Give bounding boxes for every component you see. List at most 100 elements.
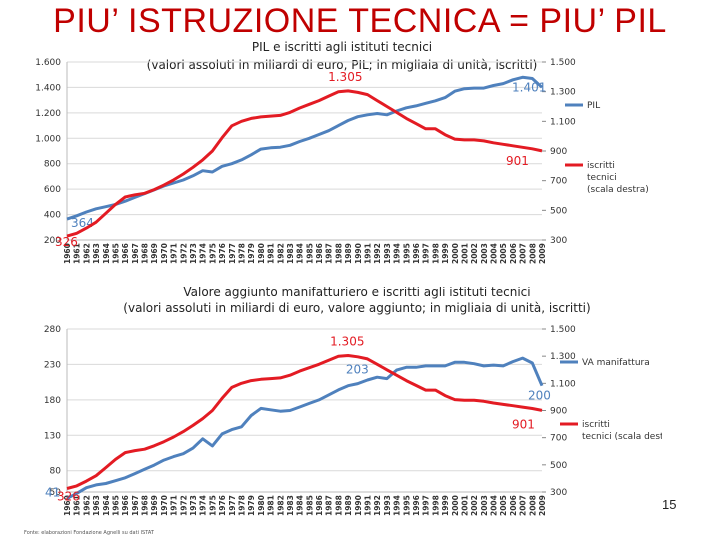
- y-tick-right: 1.300: [550, 88, 576, 98]
- x-tick-label: 1970: [160, 243, 169, 264]
- legend-entry: VA manifattura: [582, 358, 650, 368]
- y-tick-left: 600: [44, 185, 61, 195]
- y-tick-right: 1.500: [550, 325, 576, 335]
- y-tick-right: 500: [550, 461, 567, 471]
- x-tick-label: 1969: [150, 243, 159, 264]
- x-tick-label: 1966: [121, 243, 130, 264]
- x-tick-label: 1989: [344, 243, 353, 264]
- legend-entry-line: iscritti: [582, 420, 610, 430]
- x-tick-label: 1990: [354, 495, 363, 516]
- x-tick-label: 1971: [170, 495, 179, 516]
- y-tick-left: 200: [44, 236, 61, 246]
- x-tick-label: 1992: [373, 243, 382, 264]
- x-tick-label: 2009: [538, 495, 547, 516]
- x-tick-label: 2006: [509, 243, 518, 264]
- legend-entry-line: (scala destra): [587, 185, 649, 195]
- x-tick-label: 2000: [451, 243, 460, 264]
- x-tick-label: 1974: [199, 495, 208, 516]
- x-tick-label: 1999: [441, 243, 450, 264]
- x-tick-label: 1969: [150, 495, 159, 516]
- legend-entry: PIL: [587, 101, 600, 111]
- x-tick-label: 1998: [431, 495, 440, 516]
- x-tick-label: 1962: [82, 495, 91, 516]
- y-tick-left: 1.600: [35, 58, 61, 68]
- x-tick-label: 1975: [208, 243, 217, 264]
- x-tick-label: 1985: [305, 495, 314, 516]
- chart-title: Valore aggiunto manifatturiero e iscritt…: [183, 287, 530, 299]
- x-tick-label: 1987: [325, 495, 334, 516]
- page-number: 15: [662, 497, 677, 512]
- chart-manufacturing-vs-enrolled: Valore aggiunto manifatturiero e iscritt…: [22, 287, 662, 537]
- x-tick-label: 1988: [334, 243, 343, 264]
- y-tick-left: 280: [44, 325, 61, 335]
- legend-entry-line: tecnici: [587, 173, 617, 183]
- legend-entry-line: iscritti: [587, 161, 615, 171]
- x-tick-label: 2001: [460, 243, 469, 264]
- y-tick-right: 1.100: [550, 379, 576, 389]
- x-tick-label: 1965: [111, 243, 120, 264]
- x-tick-label: 1979: [247, 243, 256, 264]
- y-tick-left: 1.400: [35, 83, 61, 93]
- x-tick-label: 2005: [499, 243, 508, 264]
- y-tick-right: 1.300: [550, 352, 576, 362]
- x-tick-label: 1976: [218, 243, 227, 264]
- y-tick-left: 180: [44, 396, 61, 406]
- x-tick-label: 1961: [73, 495, 82, 516]
- data-label: 1.401: [512, 80, 546, 94]
- chart-gdp-vs-enrolled: PIL e iscritti agli istituti tecnici (val…: [22, 40, 662, 285]
- x-tick-label: 1965: [111, 495, 120, 516]
- x-tick-label: 2006: [509, 495, 518, 516]
- x-tick-label: 1977: [228, 243, 237, 264]
- x-tick-label: 2008: [528, 243, 537, 264]
- x-tick-label: 1975: [208, 495, 217, 516]
- x-tick-label: 1963: [92, 243, 101, 264]
- x-tick-label: 1984: [296, 243, 305, 264]
- x-tick-label: 1996: [412, 495, 421, 516]
- x-tick-label: 1964: [102, 495, 111, 516]
- legend-entry-line: VA manifattura: [582, 358, 650, 368]
- x-tick-label: 2007: [519, 243, 528, 264]
- x-tick-label: 1984: [296, 495, 305, 516]
- y-tick-right: 500: [550, 206, 567, 216]
- x-tick-label: 2000: [451, 495, 460, 516]
- x-tick-label: 2003: [480, 495, 489, 516]
- series-line-enrolled: [66, 354, 543, 490]
- x-tick-label: 1968: [141, 243, 150, 264]
- x-tick-label: 1981: [267, 243, 276, 264]
- x-tick-label: 1964: [102, 243, 111, 264]
- x-tick-label: 1966: [121, 495, 130, 516]
- x-tick-label: 1962: [82, 243, 91, 264]
- x-tick-label: 1978: [237, 243, 246, 264]
- series-line-left: [66, 356, 544, 500]
- x-tick-label: 1970: [160, 495, 169, 516]
- x-tick-label: 1995: [402, 495, 411, 516]
- x-tick-label: 1999: [441, 495, 450, 516]
- x-tick-label: 1992: [373, 495, 382, 516]
- x-tick-label: 1995: [402, 243, 411, 264]
- x-tick-label: 2009: [538, 243, 547, 264]
- y-tick-left: 80: [50, 467, 62, 477]
- legend-entry: iscritti tecnici (scala destra): [587, 161, 649, 195]
- x-tick-label: 1982: [276, 495, 285, 516]
- y-tick-right: 300: [550, 488, 567, 498]
- x-tick-label: 2002: [470, 243, 479, 264]
- data-label: 1.305: [330, 334, 364, 348]
- x-tick-label: 1982: [276, 243, 285, 264]
- x-tick-label: 1983: [286, 495, 295, 516]
- x-tick-label: 1990: [354, 243, 363, 264]
- y-tick-right: 900: [550, 407, 567, 417]
- data-label: 1.305: [328, 70, 362, 84]
- x-tick-label: 1996: [412, 243, 421, 264]
- y-tick-left: 1.000: [35, 134, 61, 144]
- x-tick-label: 1968: [141, 495, 150, 516]
- x-tick-label: 2002: [470, 495, 479, 516]
- x-tick-label: 1967: [131, 495, 140, 516]
- x-tick-label: 2008: [528, 495, 537, 516]
- x-tick-label: 2004: [490, 243, 499, 264]
- x-tick-label: 2005: [499, 495, 508, 516]
- x-tick-label: 1997: [422, 243, 431, 264]
- x-tick-label: 1993: [383, 495, 392, 516]
- x-tick-label: 1989: [344, 495, 353, 516]
- legend-entry-line: tecnici (scala destra): [582, 432, 662, 442]
- series-line-left: [66, 75, 544, 221]
